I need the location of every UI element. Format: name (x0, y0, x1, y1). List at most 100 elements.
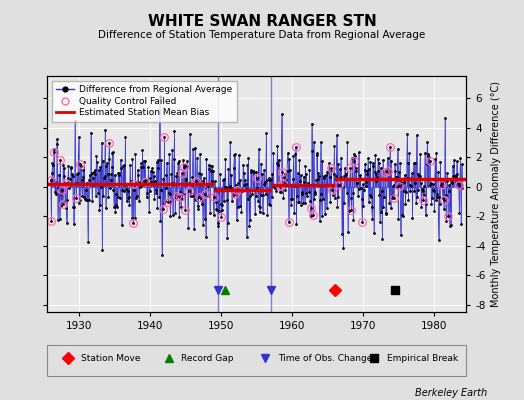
Point (371, 152, 379, 159)
Point (389, 195, 398, 202)
Text: Record Gap: Record Gap (181, 354, 234, 363)
Point (159, 176, 167, 182)
Point (311, 191, 319, 198)
Point (106, 185, 114, 191)
Point (252, 169, 260, 175)
Point (179, 157, 188, 163)
Point (347, 195, 355, 201)
Point (50, 149, 59, 155)
Point (410, 188, 419, 194)
Text: Station Move: Station Move (81, 354, 140, 363)
Point (345, 176, 354, 182)
Point (235, 152, 243, 158)
Point (435, 193, 443, 200)
Point (254, 198, 262, 204)
Point (285, 219, 293, 225)
Point (366, 159, 375, 165)
Point (318, 212, 326, 219)
Point (263, 212, 271, 218)
Point (428, 194, 436, 201)
Point (281, 186, 289, 193)
Point (53, 136, 61, 142)
Point (357, 196, 366, 202)
Point (420, 192, 428, 198)
Point (183, 163, 191, 169)
Point (187, 193, 195, 200)
Point (157, 157, 166, 164)
Point (342, 171, 351, 177)
Point (58, 201, 67, 207)
Point (331, 195, 339, 202)
Point (353, 179, 361, 186)
Point (107, 164, 116, 170)
Point (251, 211, 259, 218)
Point (375, 192, 384, 198)
Point (222, 184, 230, 190)
Point (80, 194, 88, 200)
Point (341, 165, 349, 171)
Point (245, 223, 253, 230)
Point (376, 164, 385, 171)
Point (79, 174, 87, 180)
Point (177, 170, 185, 176)
Point (112, 202, 120, 209)
Point (335, 166, 344, 172)
Point (199, 178, 208, 184)
Point (68, 171, 76, 178)
Point (276, 183, 285, 190)
Point (201, 216, 209, 222)
Point (368, 160, 377, 166)
Point (267, 176, 275, 183)
Point (185, 180, 193, 186)
Point (83, 197, 92, 204)
Point (238, 186, 247, 193)
Point (113, 204, 121, 211)
Point (300, 179, 308, 185)
Point (257, 160, 265, 167)
Text: Difference of Station Temperature Data from Regional Average: Difference of Station Temperature Data f… (99, 30, 425, 40)
Point (258, 210, 267, 216)
Point (99, 158, 107, 165)
Point (146, 174, 155, 181)
Point (444, 188, 453, 194)
Point (255, 202, 264, 209)
Point (339, 244, 347, 251)
Point (387, 158, 395, 164)
Point (63, 196, 71, 203)
Point (434, 236, 443, 243)
Point (352, 168, 361, 174)
Point (455, 210, 463, 216)
Point (349, 217, 357, 223)
Point (189, 192, 198, 199)
Point (172, 173, 180, 180)
Point (370, 230, 378, 236)
Point (230, 152, 238, 158)
Point (256, 209, 264, 216)
Point (48, 170, 56, 176)
Point (372, 171, 380, 177)
Point (88, 198, 96, 204)
Point (240, 182, 248, 189)
Point (87, 130, 95, 136)
Point (318, 158, 326, 164)
Point (332, 173, 340, 180)
Point (423, 139, 431, 146)
Point (88, 170, 96, 177)
Point (393, 174, 401, 180)
Point (452, 173, 460, 180)
Point (308, 120, 316, 127)
Point (147, 168, 155, 174)
Point (144, 164, 152, 170)
Point (103, 171, 112, 178)
Point (193, 155, 201, 161)
Point (236, 188, 245, 194)
Point (362, 179, 370, 185)
Point (412, 200, 420, 206)
Point (171, 210, 179, 216)
Point (397, 179, 406, 186)
Point (51, 189, 59, 195)
Point (72, 195, 80, 202)
Point (71, 118, 79, 124)
Point (346, 165, 355, 172)
Point (116, 157, 125, 163)
